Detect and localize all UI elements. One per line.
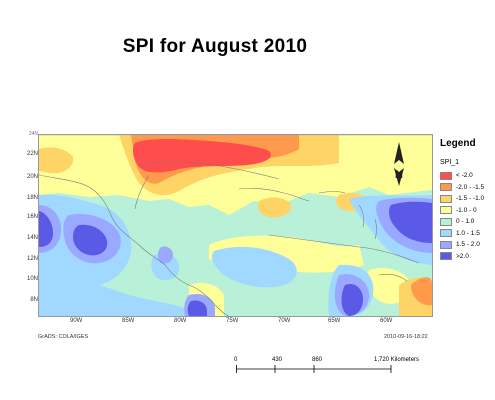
north-arrow-icon: N	[390, 142, 408, 191]
legend-label: -1.5 - -1.0	[456, 195, 485, 202]
legend-layer-name: SPI_1	[440, 159, 460, 166]
legend-swatch	[440, 217, 452, 226]
lat-label-8n: 8N	[30, 297, 38, 303]
lat-label-10n: 10N	[27, 276, 39, 282]
lon-label-85w: 85W	[122, 318, 135, 324]
legend-list: < -2.0 -2.0 - -1.5 -1.5 - -1.0 -1.0 - 0 …	[440, 170, 484, 262]
spi-map-canvas	[39, 135, 432, 316]
legend-swatch	[440, 229, 452, 237]
lat-label-18n: 18N	[27, 195, 39, 201]
legend-item: >2.0	[440, 251, 484, 262]
lon-label-90w: 90W	[70, 318, 83, 324]
lon-label-65w: 65W	[328, 318, 341, 324]
legend-label: < -2.0	[456, 172, 473, 179]
legend-label: 1.0 - 1.5	[456, 229, 480, 237]
scale-label-430: 430	[272, 357, 283, 363]
legend-swatch	[440, 252, 452, 260]
timestamp-credit: 2010-09-16-18:22	[384, 334, 428, 340]
legend-swatch	[440, 240, 452, 249]
lat-label-top: 24N	[28, 131, 38, 137]
lon-label-75w: 75W	[226, 318, 239, 324]
lat-label-14n: 14N	[27, 235, 39, 241]
legend-swatch	[440, 183, 452, 191]
spi-map	[38, 134, 433, 317]
map-title: SPI for August 2010	[122, 36, 308, 57]
legend-label: 0 - 1.0	[456, 218, 475, 225]
lat-label-16n: 16N	[27, 214, 39, 220]
scale-label-0: 0	[234, 357, 238, 363]
legend-item: < -2.0	[440, 170, 484, 181]
legend-item: 1.0 - 1.5	[440, 228, 484, 239]
scale-label-1720: 1,720 Kilometers	[374, 357, 420, 363]
lon-label-60w: 60W	[380, 318, 393, 324]
legend-item: 0 - 1.0	[440, 216, 484, 227]
legend-item: -1.0 - 0	[440, 205, 484, 216]
legend-title: Legend	[440, 138, 476, 149]
scale-bar-graphic	[236, 365, 392, 373]
scale-label-860: 860	[312, 357, 323, 363]
legend-label: -2.0 - -1.5	[456, 183, 485, 191]
grads-credit: GrADS: COLA/IGES	[38, 334, 89, 340]
legend-item: -1.5 - -1.0	[440, 193, 484, 204]
legend-swatch	[440, 194, 452, 203]
lat-label-20n: 20N	[27, 174, 39, 180]
lat-label-12n: 12N	[27, 256, 39, 262]
legend-item: -2.0 - -1.5	[440, 182, 484, 193]
lat-label-22n: 22N	[27, 151, 39, 157]
legend-swatch	[440, 171, 452, 180]
legend-label: 1.5 - 2.0	[456, 241, 480, 248]
legend-label: >2.0	[456, 252, 469, 260]
legend-label: -1.0 - 0	[456, 206, 477, 214]
lon-label-80w: 80W	[174, 318, 187, 324]
legend-item: 1.5 - 2.0	[440, 239, 484, 250]
legend-swatch	[440, 206, 452, 214]
lon-label-70w: 70W	[278, 318, 291, 324]
